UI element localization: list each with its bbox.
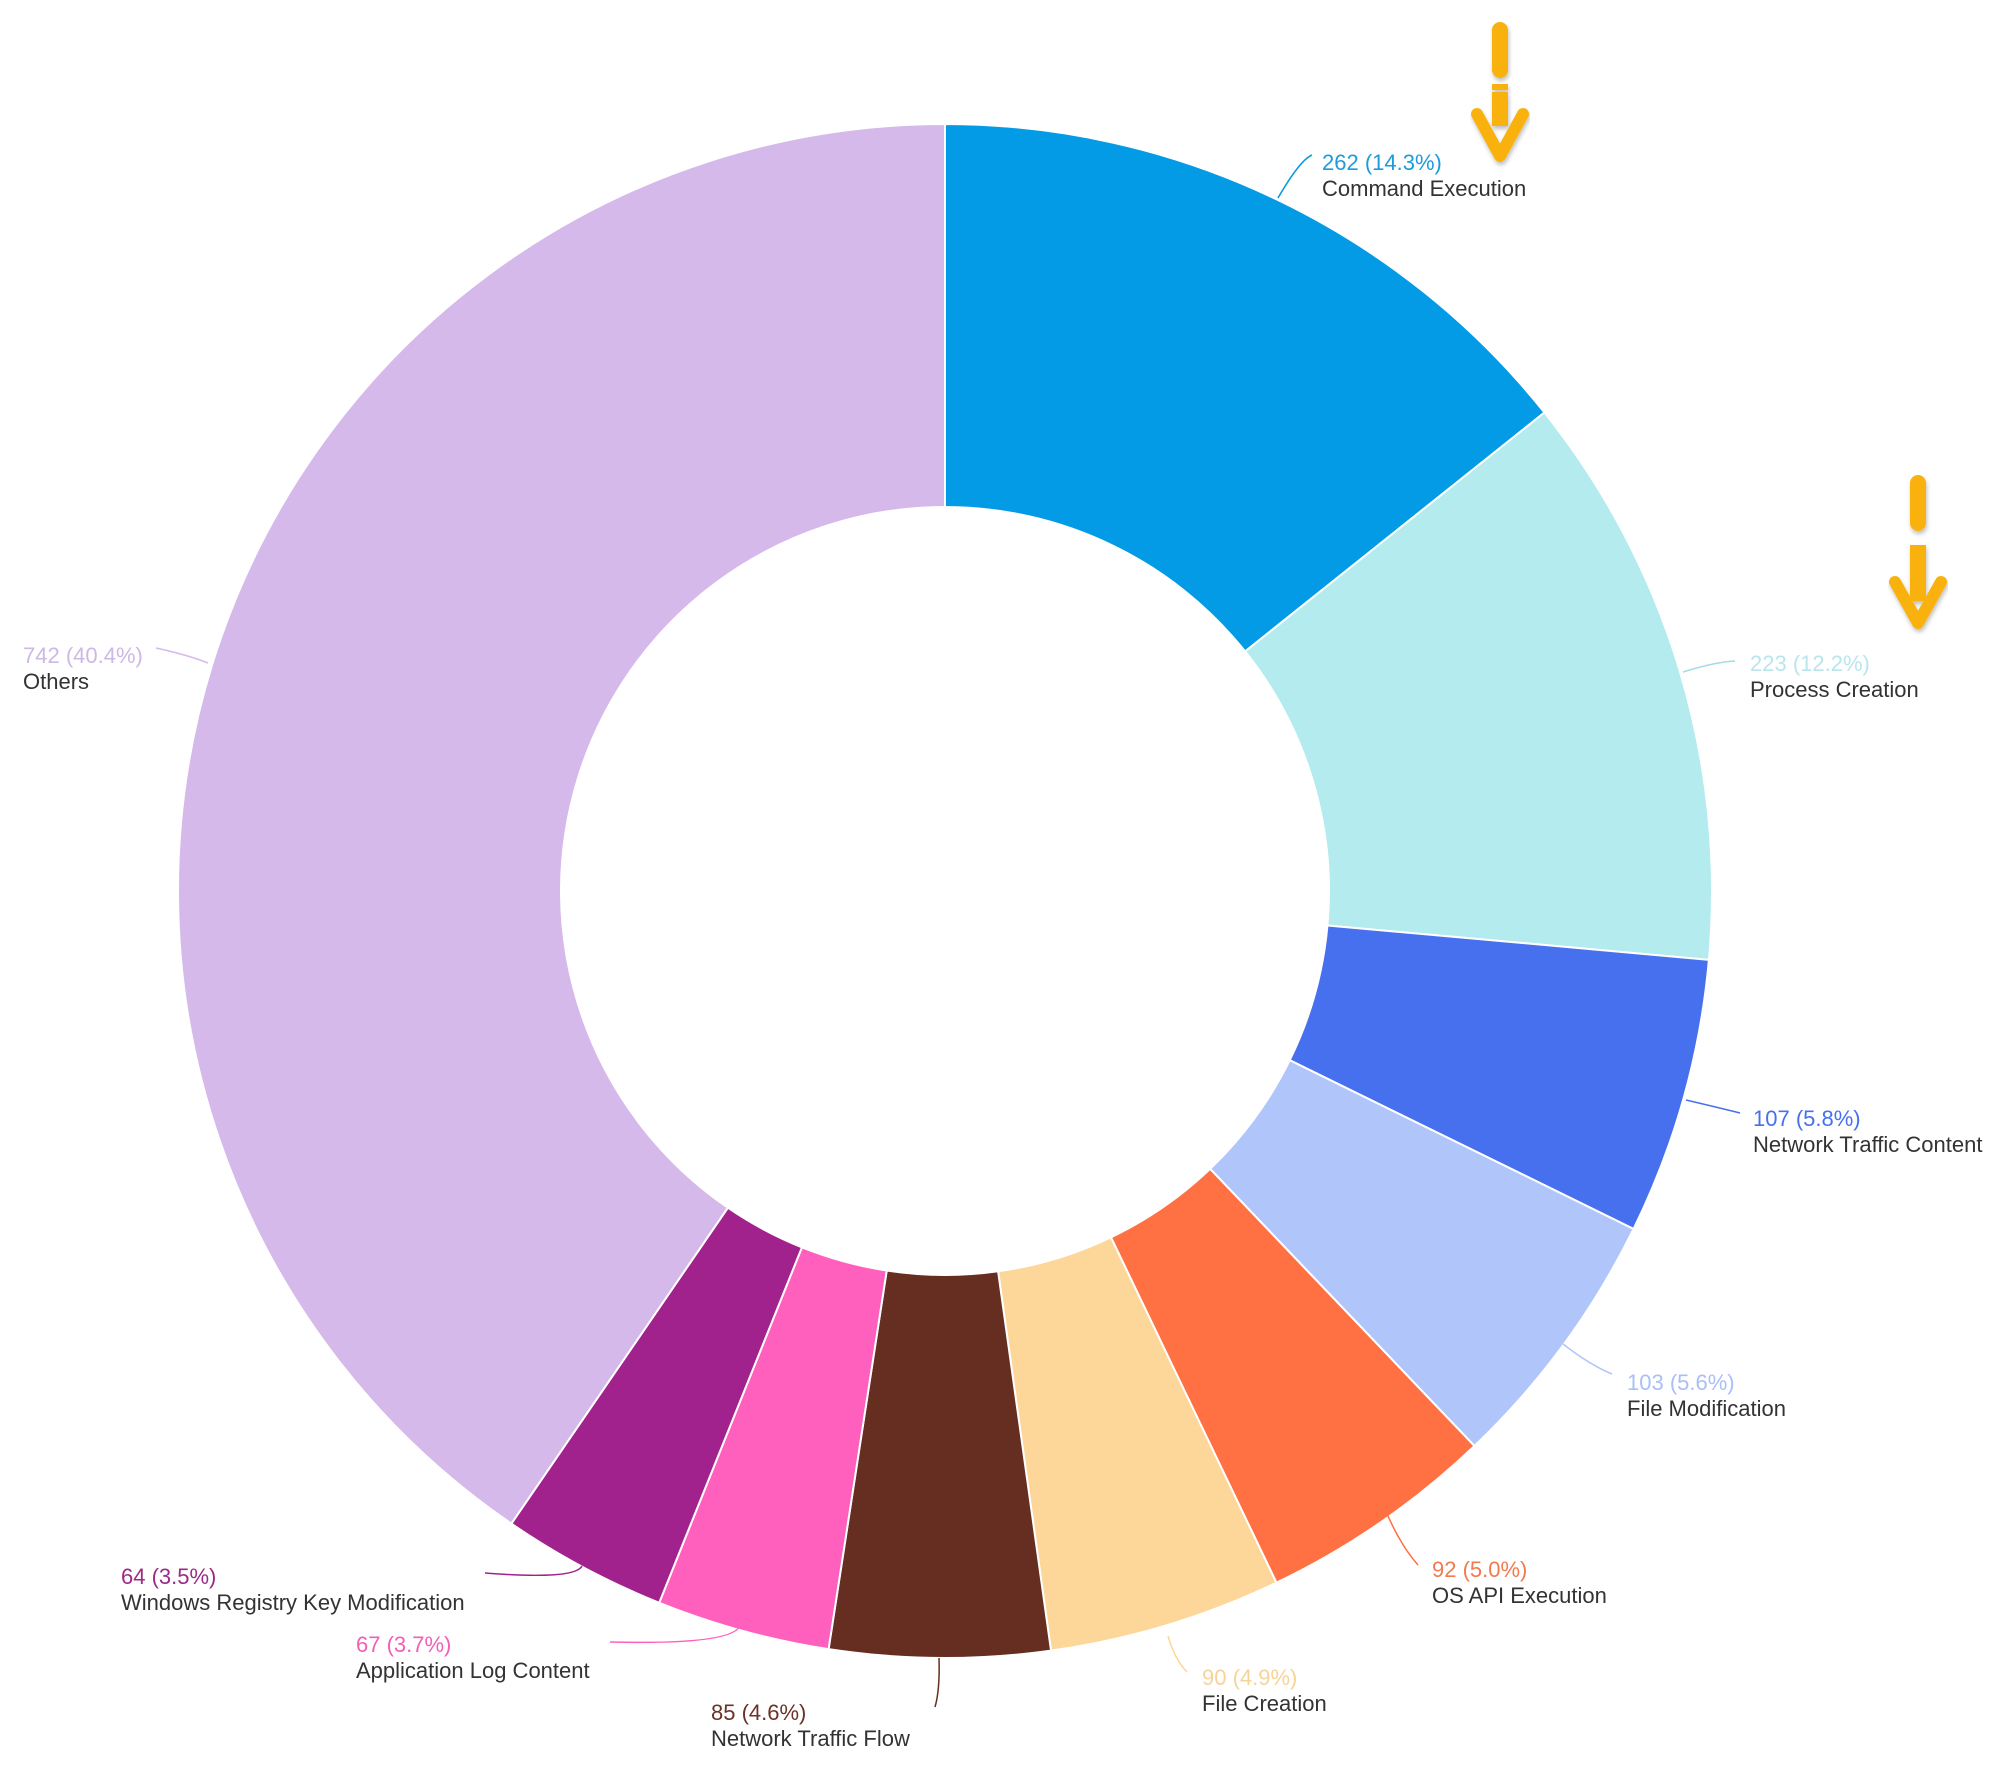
leader-lines	[155, 154, 1741, 1708]
leader-line	[1384, 1508, 1419, 1566]
slice-name: File Creation	[1202, 1691, 1327, 1716]
slice-value: 262 (14.3%)	[1322, 150, 1442, 175]
slice-name: Network Traffic Flow	[711, 1726, 910, 1751]
slice-value: 107 (5.8%)	[1753, 1106, 1861, 1131]
leader-line	[484, 1565, 583, 1577]
slice-name: Network Traffic Content	[1753, 1132, 1983, 1157]
slice-label-process-creation: 223 (12.2%) Process Creation	[1750, 651, 1919, 703]
slice-label-file-modification: 103 (5.6%) File Modification	[1627, 1370, 1786, 1422]
leader-line	[934, 1657, 940, 1708]
slice-label-network-traffic-content: 107 (5.8%) Network Traffic Content	[1753, 1106, 1982, 1158]
slice-value: 92 (5.0%)	[1432, 1557, 1528, 1582]
slice-name: Application Log Content	[356, 1658, 590, 1683]
slice-label-network-traffic-flow: 85 (4.6%) Network Traffic Flow	[711, 1700, 910, 1752]
slice-value: 85 (4.6%)	[711, 1700, 807, 1725]
slice-others[interactable]	[177, 122, 946, 1526]
slice-value: 67 (3.7%)	[356, 1632, 452, 1657]
slice-label-os-api-execution: 92 (5.0%) OS API Execution	[1432, 1557, 1607, 1609]
down-arrow-icon	[1471, 22, 1529, 162]
slice-label-application-log-content: 67 (3.7%) Application Log Content	[356, 1632, 590, 1684]
leader-line	[609, 1624, 741, 1644]
leader-line	[1277, 154, 1313, 199]
leader-line	[155, 647, 209, 664]
slice-label-windows-registry-key-modification: 64 (3.5%) Windows Registry Key Modificat…	[121, 1564, 465, 1616]
leader-line	[1562, 1343, 1613, 1375]
slice-value: 223 (12.2%)	[1750, 651, 1870, 676]
leader-line	[1682, 660, 1736, 673]
slice-label-others: 742 (40.4%) Others	[23, 643, 143, 695]
slice-name: Windows Registry Key Modification	[121, 1590, 465, 1615]
slice-name: OS API Execution	[1432, 1583, 1607, 1608]
leader-line	[1685, 1099, 1741, 1114]
slice-value: 64 (3.5%)	[121, 1564, 217, 1589]
down-arrow-icon	[1889, 475, 1947, 629]
slice-command-execution[interactable]	[944, 122, 1546, 653]
slice-name: Process Creation	[1750, 677, 1919, 702]
slice-label-file-creation: 90 (4.9%) File Creation	[1202, 1665, 1327, 1717]
slice-process-creation[interactable]	[1243, 411, 1713, 961]
slice-value: 90 (4.9%)	[1202, 1665, 1298, 1690]
donut-slices	[177, 122, 1713, 1659]
slice-name: Command Execution	[1322, 176, 1527, 201]
slice-value: 742 (40.4%)	[23, 643, 143, 668]
slice-name: File Modification	[1627, 1396, 1786, 1421]
slice-name: Others	[23, 669, 90, 694]
slice-value: 103 (5.6%)	[1627, 1370, 1735, 1395]
slice-label-command-execution: 262 (14.3%) Command Execution	[1322, 150, 1526, 202]
leader-line	[1167, 1635, 1188, 1673]
